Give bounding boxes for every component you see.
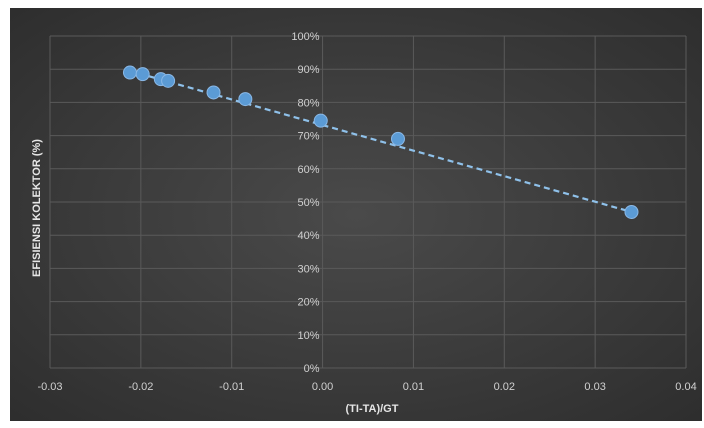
x-tick-label-4: 0.01 — [403, 381, 424, 393]
data-points — [122, 65, 639, 219]
x-tick-label-0: -0.03 — [37, 381, 62, 393]
x-axis-title: (TI-TA)/GT — [346, 403, 399, 415]
chart-background — [10, 8, 702, 421]
y-tick-label-5: 50% — [298, 197, 320, 209]
data-point-0-6 — [313, 113, 328, 128]
x-tick-label-2: -0.01 — [219, 381, 244, 393]
y-tick-label-9: 90% — [298, 64, 320, 76]
y-tick-label-10: 100% — [291, 31, 319, 43]
x-tick-label-5: 0.02 — [494, 381, 515, 393]
data-point-0-5 — [238, 92, 253, 107]
data-point-0-7 — [390, 131, 405, 146]
y-tick-label-8: 80% — [298, 97, 320, 109]
trendline-segment — [129, 69, 632, 214]
y-tick-label-1: 10% — [298, 330, 320, 342]
data-point-0-3 — [161, 73, 176, 88]
y-tick-label-4: 40% — [298, 230, 320, 242]
x-tick-label-1: -0.02 — [128, 381, 153, 393]
x-tick-label-3: 0.00 — [312, 381, 333, 393]
trendline — [129, 69, 632, 214]
y-axis-title: EFISIENSI KOLEKTOR (%) — [31, 139, 43, 277]
data-point-0-1 — [135, 67, 150, 82]
y-tick-label-0: 0% — [304, 363, 320, 375]
x-tick-label-7: 0.04 — [675, 381, 696, 393]
data-point-0-0 — [122, 65, 137, 80]
y-tick-label-2: 20% — [298, 297, 320, 309]
y-tick-label-3: 30% — [298, 263, 320, 275]
y-tick-label-6: 60% — [298, 164, 320, 176]
data-point-0-4 — [206, 85, 221, 100]
y-tick-labels: 0% 10% 20% 30% 40% 50% 60% 70% 80% 90% 100% — [291, 31, 319, 375]
y-tick-label-7: 70% — [298, 131, 320, 143]
x-tick-label-6: 0.03 — [584, 381, 605, 393]
data-point-0-8 — [624, 204, 639, 219]
x-tick-labels: -0.03 -0.02 -0.01 0.00 0.01 0.02 0.03 0.04 — [37, 381, 696, 393]
